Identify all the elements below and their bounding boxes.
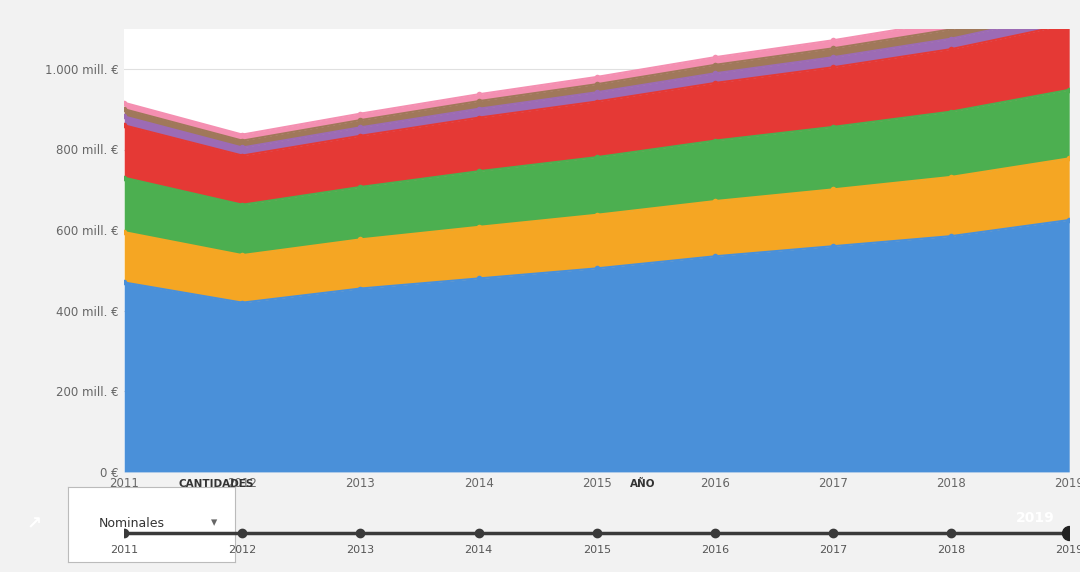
Text: ▾: ▾ [211,517,217,530]
Text: 2017: 2017 [819,546,847,555]
Text: CANTIDADES: CANTIDADES [178,479,254,489]
Text: 2014: 2014 [464,546,492,555]
Text: AÑO: AÑO [630,479,656,489]
Text: 2012: 2012 [228,546,256,555]
Text: 2018: 2018 [937,546,966,555]
Text: Nominales: Nominales [98,517,164,530]
Text: 2016: 2016 [701,546,729,555]
Text: 2011: 2011 [110,546,138,555]
Text: 2015: 2015 [582,546,611,555]
Text: ↗: ↗ [27,515,42,534]
Text: 2019: 2019 [1016,511,1055,525]
Text: 2019: 2019 [1055,546,1080,555]
Text: 2013: 2013 [347,546,375,555]
